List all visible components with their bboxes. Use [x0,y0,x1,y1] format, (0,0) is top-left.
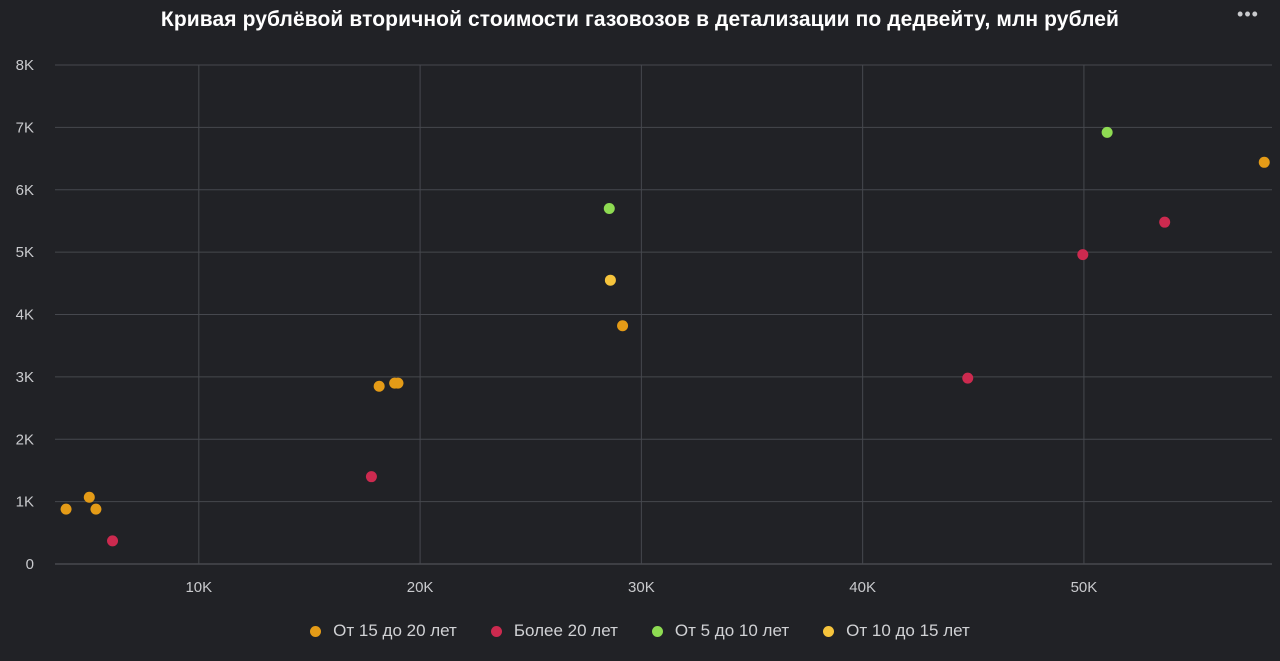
data-point[interactable]: От 15 до 20 лет [373,380,385,392]
legend-label: Более 20 лет [513,621,618,640]
y-tick-label: 6K [16,182,34,199]
data-point[interactable]: Более 20 лет [107,535,119,547]
legend-item[interactable]: От 10 до 15 лет [823,621,970,641]
data-point[interactable]: Более 20 лет [1159,216,1171,228]
data-point[interactable]: От 5 до 10 лет [1101,126,1113,138]
x-tick-label: 50K [1071,579,1098,596]
legend-label: От 15 до 20 лет [333,621,457,640]
x-tick-label: 40K [849,579,876,596]
legend-marker [823,625,835,637]
data-point[interactable]: От 15 до 20 лет [392,377,404,389]
legend-item[interactable]: От 5 до 10 лет [651,621,790,641]
data-point[interactable]: От 15 до 20 лет [90,503,102,515]
legend-item[interactable]: Более 20 лет [490,621,618,641]
x-tick-label: 20K [407,579,434,596]
y-axis-ticks: 0 1K 2K 3K 4K 5K 6K 7K 8K [16,57,34,573]
y-tick-label: 5K [16,244,34,261]
grid-lines [55,64,1272,565]
data-point[interactable]: От 5 до 10 лет [603,202,615,214]
y-tick-label: 0 [26,556,34,573]
legend-marker [651,625,663,637]
chart-title: Кривая рублёвой вторичной стоимости газо… [160,8,1120,31]
data-point[interactable]: От 15 до 20 лет [83,491,95,503]
x-tick-label: 30K [628,579,655,596]
y-tick-label: 2K [16,431,34,448]
more-options-icon[interactable]: ••• [1237,4,1259,24]
data-point[interactable]: Более 20 лет [962,372,974,384]
data-point[interactable]: От 10 до 15 лет [604,274,616,286]
data-point[interactable]: От 15 до 20 лет [1258,156,1270,168]
y-tick-label: 3K [16,369,34,386]
data-point[interactable]: Более 20 лет [1077,249,1089,261]
y-tick-label: 1K [16,494,34,511]
legend-label: От 5 до 10 лет [674,621,790,640]
x-tick-label: 10K [185,579,212,596]
x-axis-ticks: 10K 20K 30K 40K 50K [185,579,1097,596]
y-tick-label: 4K [16,307,34,324]
data-point[interactable]: От 15 до 20 лет [60,503,72,515]
data-point[interactable]: От 15 до 20 лет [617,320,629,332]
legend-marker [310,625,322,637]
y-tick-label: 7K [16,119,34,136]
legend: От 15 до 20 лет Более 20 лет От 5 до 10 ле… [0,621,1280,641]
legend-item[interactable]: От 15 до 20 лет [310,621,457,641]
legend-marker [490,625,502,637]
data-point[interactable]: Более 20 лет [365,471,377,483]
y-tick-label: 8K [16,57,34,74]
legend-label: От 10 до 15 лет [846,621,970,640]
